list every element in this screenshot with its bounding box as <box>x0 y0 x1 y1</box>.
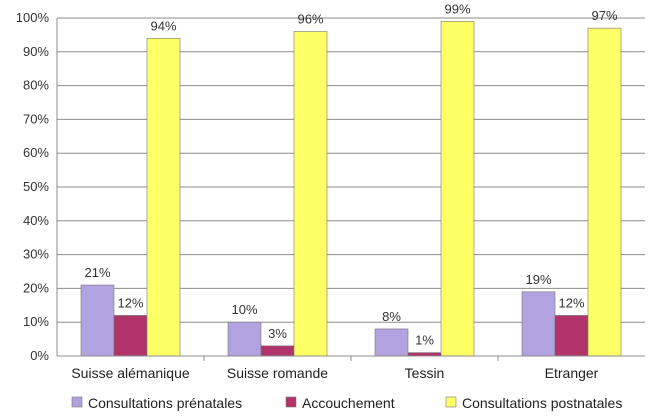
data-label: 3% <box>268 326 287 341</box>
bars <box>80 21 622 357</box>
category-label: Etranger <box>545 365 599 381</box>
y-tick-label: 80% <box>23 78 49 93</box>
y-tick-label: 10% <box>23 314 49 329</box>
legend-swatch <box>71 396 83 408</box>
bar <box>260 345 295 357</box>
category-label: Tessin <box>405 365 445 381</box>
y-tick-label: 50% <box>23 179 49 194</box>
bar <box>407 352 442 357</box>
data-label: 10% <box>231 302 257 317</box>
bar <box>113 315 148 357</box>
bar <box>293 31 328 357</box>
bar <box>440 21 475 357</box>
y-tick-label: 90% <box>23 44 49 59</box>
data-label: 21% <box>84 265 110 280</box>
bar <box>521 291 556 357</box>
data-label: 96% <box>297 12 323 27</box>
legend-swatch <box>285 396 297 408</box>
bar <box>554 315 589 357</box>
grid-lines <box>57 17 645 323</box>
y-tick-label: 70% <box>23 111 49 126</box>
data-label: 12% <box>558 295 584 310</box>
data-label: 19% <box>525 272 551 287</box>
data-label: 8% <box>382 309 401 324</box>
y-tick-label: 40% <box>23 213 49 228</box>
y-tick-label: 60% <box>23 145 49 160</box>
category-label: Suisse alémanique <box>71 365 190 381</box>
data-label: 99% <box>444 1 470 16</box>
legend: Consultations prénatales Accouchement Cons… <box>71 395 622 411</box>
bar <box>146 37 181 357</box>
legend-swatch <box>445 396 457 408</box>
bar <box>374 328 409 357</box>
data-label: 12% <box>117 295 143 310</box>
category-label: Suisse romande <box>227 365 328 381</box>
legend-label: Consultations prénatales <box>88 395 242 411</box>
legend-label: Accouchement <box>302 395 395 411</box>
axes <box>56 18 645 361</box>
y-tick-label: 20% <box>23 280 49 295</box>
y-tick-label: 100% <box>16 10 50 25</box>
data-label: 1% <box>415 333 434 348</box>
bar <box>80 284 115 357</box>
labels: 0% 10% 20% 30% 40% 50% 60% 70% 80% 90% 100% 21% 12% 9… <box>16 1 618 381</box>
y-tick-label: 0% <box>30 348 49 363</box>
legend-label: Consultations postnatales <box>462 395 622 411</box>
data-label: 94% <box>150 18 176 33</box>
bar <box>587 27 622 357</box>
data-label: 97% <box>591 8 617 23</box>
bar <box>227 321 262 357</box>
y-tick-label: 30% <box>23 247 49 262</box>
